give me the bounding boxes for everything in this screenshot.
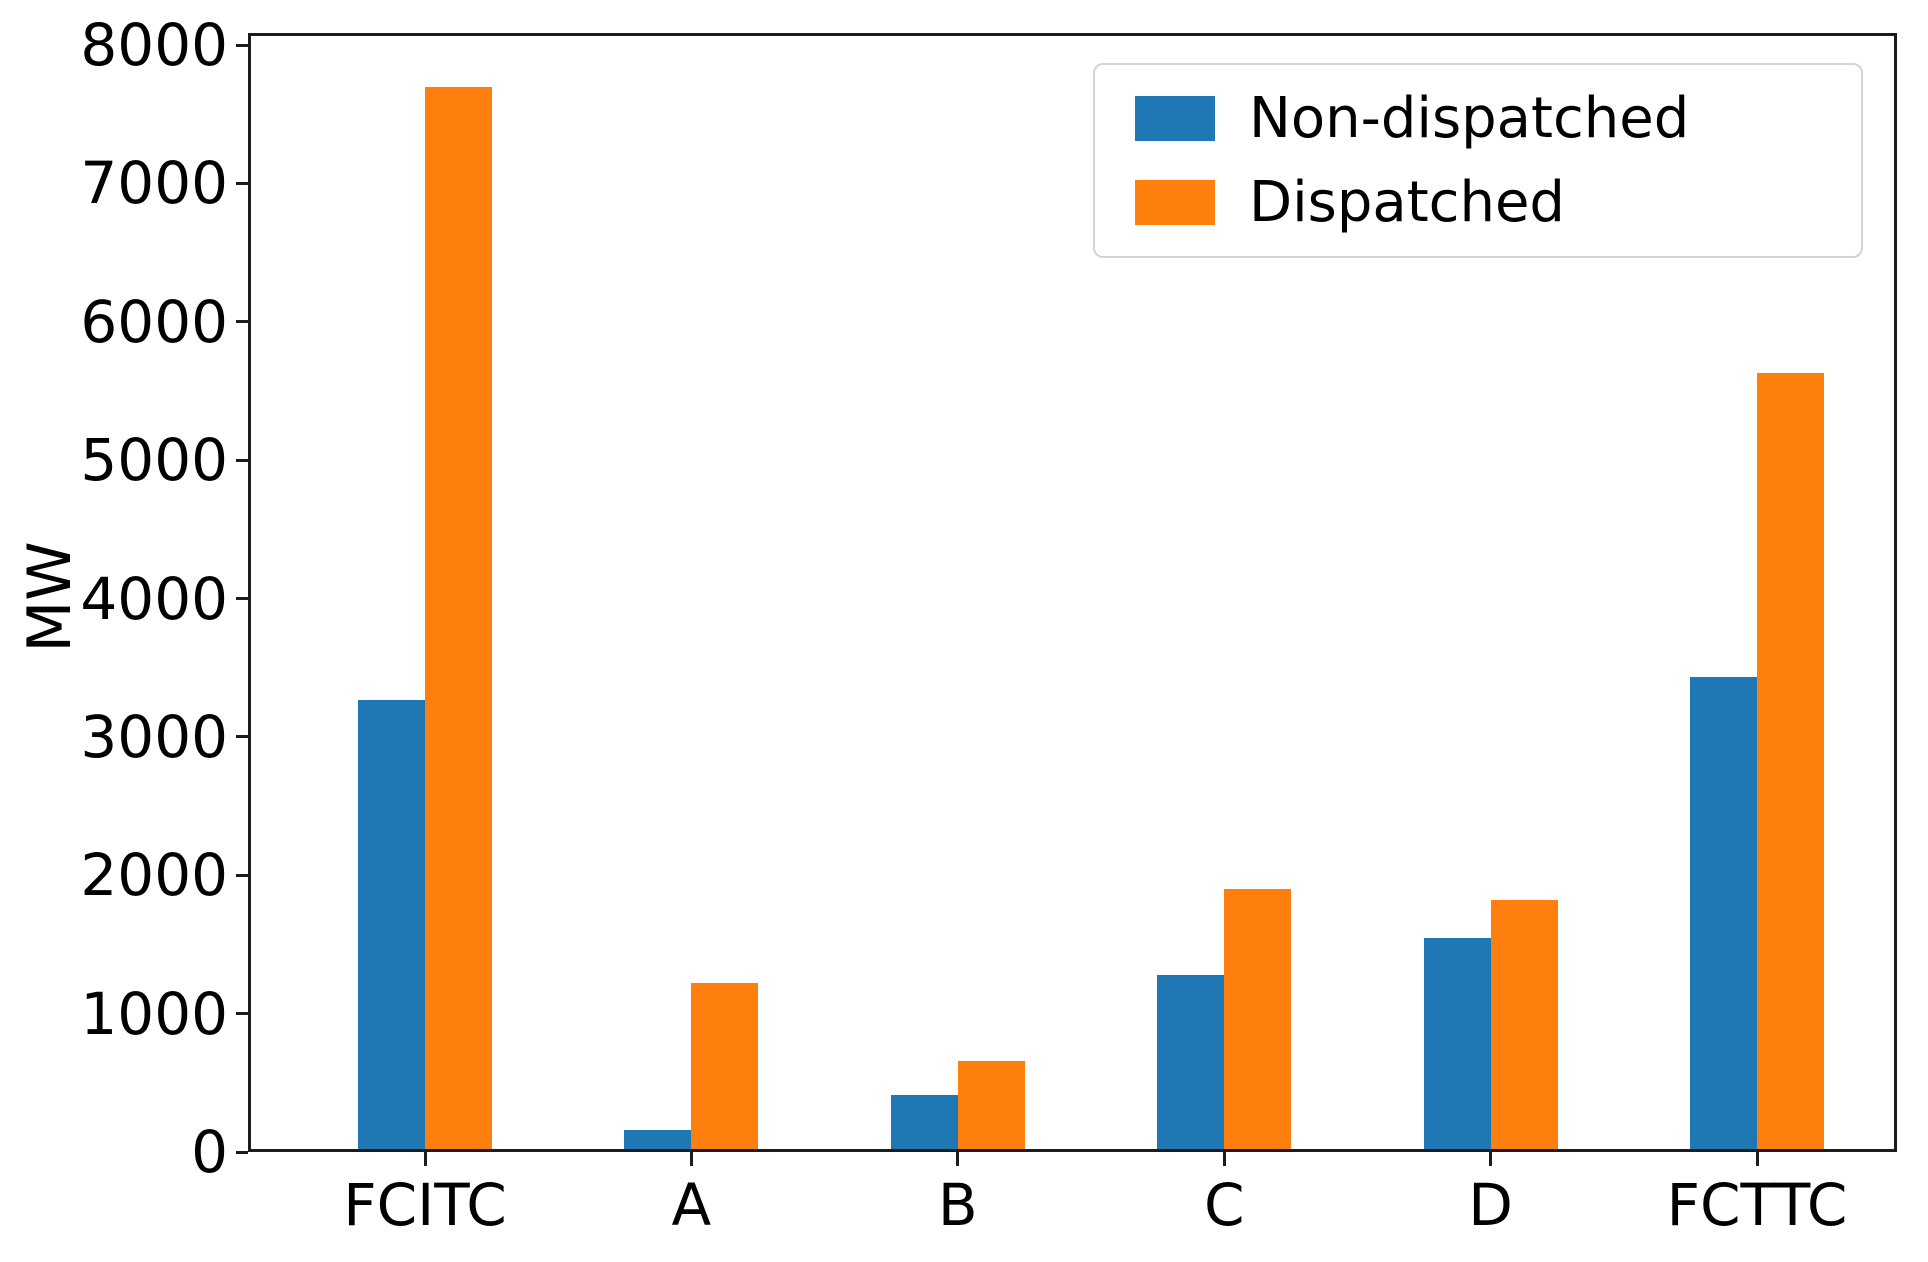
bar-dispatched-a xyxy=(691,983,759,1152)
bar-dispatched-fcttc xyxy=(1757,372,1824,1152)
y-tick-mark xyxy=(236,1150,248,1154)
legend-entry-dispatched: Dispatched xyxy=(1135,169,1861,235)
y-tick-mark xyxy=(236,1012,248,1016)
y-tick-label: 2000 xyxy=(80,841,228,910)
y-tick-label: 0 xyxy=(191,1118,228,1186)
y-tick-mark xyxy=(236,181,248,185)
y-tick-mark xyxy=(236,458,248,462)
y-tick-label: 8000 xyxy=(80,11,228,79)
bar-non-dispatched-b xyxy=(890,1095,958,1152)
x-tick-mark xyxy=(1222,1152,1226,1166)
legend: Non-dispatched Dispatched xyxy=(1093,63,1863,258)
bar-non-dispatched-fcttc xyxy=(1690,677,1757,1152)
bar-non-dispatched-c xyxy=(1157,974,1225,1152)
y-tick-mark xyxy=(236,43,248,47)
bar-non-dispatched-a xyxy=(624,1129,692,1152)
x-tick-label-c: C xyxy=(1203,1171,1245,1239)
y-tick-mark xyxy=(236,320,248,324)
y-tick-mark xyxy=(236,735,248,739)
y-tick-mark xyxy=(236,873,248,877)
y-tick-mark xyxy=(236,597,248,600)
x-tick-mark xyxy=(1755,1152,1759,1166)
bar-dispatched-fcitc xyxy=(425,86,492,1152)
legend-swatch-dispatched xyxy=(1135,180,1215,225)
legend-entry-non-dispatched: Non-dispatched xyxy=(1135,85,1861,151)
bar-dispatched-c xyxy=(1224,889,1292,1152)
x-tick-mark xyxy=(423,1152,427,1166)
x-tick-label-b: B xyxy=(937,1171,978,1239)
legend-label-dispatched: Dispatched xyxy=(1249,169,1565,235)
y-tick-label: 4000 xyxy=(80,564,228,633)
y-tick-label: 6000 xyxy=(80,287,228,356)
x-tick-label-a: A xyxy=(671,1171,712,1239)
x-tick-label-fcitc: FCITC xyxy=(343,1171,507,1239)
y-tick-label: 5000 xyxy=(80,426,228,495)
bar-non-dispatched-fcitc xyxy=(358,699,425,1152)
y-tick-label: 1000 xyxy=(80,979,228,1048)
bar-dispatched-d xyxy=(1490,900,1558,1152)
x-tick-label-d: D xyxy=(1468,1171,1513,1239)
x-tick-label-fcttc: FCTTC xyxy=(1666,1171,1848,1239)
x-tick-mark xyxy=(956,1152,960,1166)
y-tick-label: 3000 xyxy=(80,702,228,771)
legend-label-non-dispatched: Non-dispatched xyxy=(1249,85,1690,151)
y-tick-label: 7000 xyxy=(80,149,228,218)
bar-non-dispatched-d xyxy=(1423,937,1491,1152)
x-tick-mark xyxy=(689,1152,693,1166)
legend-swatch-non-dispatched xyxy=(1135,96,1215,141)
x-tick-mark xyxy=(1489,1152,1493,1166)
bar-dispatched-b xyxy=(957,1060,1025,1152)
